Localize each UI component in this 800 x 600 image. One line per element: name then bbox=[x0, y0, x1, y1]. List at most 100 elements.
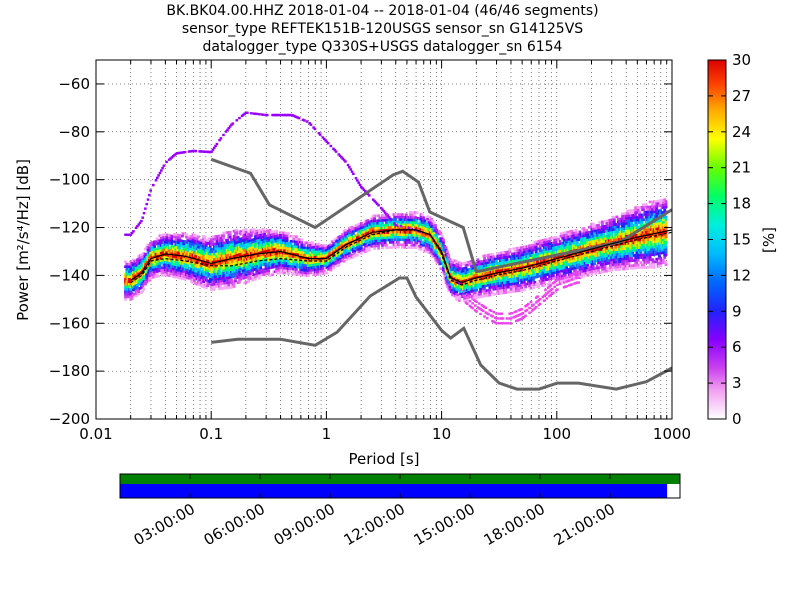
psd-bin bbox=[328, 249, 331, 253]
psd-bin bbox=[264, 262, 268, 266]
psd-bin bbox=[179, 239, 183, 243]
psd-bin-sparse bbox=[549, 289, 553, 292]
psd-bin-sparse bbox=[533, 307, 537, 310]
psd-bin bbox=[386, 246, 390, 249]
psd-bin bbox=[295, 268, 298, 271]
psd-bin bbox=[359, 252, 363, 255]
psd-bin bbox=[242, 231, 245, 235]
psd-bin bbox=[558, 247, 562, 251]
psd-bin bbox=[544, 238, 547, 242]
psd-bin-sparse bbox=[538, 302, 542, 306]
psd-bin bbox=[208, 275, 212, 279]
psd-bin-sparse bbox=[524, 314, 527, 318]
psd-bin-sparse bbox=[483, 315, 486, 318]
psd-bin bbox=[383, 236, 387, 240]
psd-bin-sparse bbox=[272, 113, 276, 117]
psd-bin bbox=[442, 268, 445, 272]
psd-bin bbox=[464, 291, 468, 295]
psd-bin bbox=[289, 267, 293, 271]
psd-bin bbox=[220, 239, 224, 243]
psd-bin bbox=[292, 272, 296, 276]
psd-bin bbox=[283, 269, 286, 272]
psd-bin bbox=[349, 231, 353, 235]
psd-bin bbox=[204, 243, 208, 247]
psd-bin bbox=[189, 270, 192, 273]
psd-bin-sparse bbox=[473, 299, 477, 302]
psd-bin bbox=[513, 249, 517, 253]
psd-bin-sparse bbox=[227, 126, 231, 130]
psd-bin bbox=[479, 290, 482, 294]
psd-bin-sparse bbox=[530, 309, 534, 312]
psd-bin bbox=[385, 221, 388, 224]
psd-bin bbox=[310, 241, 314, 244]
psd-bin bbox=[136, 286, 139, 289]
psd-bin bbox=[312, 248, 316, 252]
psd-bin-sparse bbox=[210, 150, 213, 153]
psd-bin bbox=[353, 252, 357, 255]
psd-bin bbox=[431, 227, 435, 231]
psd-bin bbox=[130, 261, 134, 265]
psd-bin bbox=[248, 237, 252, 240]
psd-bin bbox=[419, 245, 423, 249]
psd-bin bbox=[407, 221, 411, 224]
psd-bin bbox=[517, 251, 521, 255]
psd-bin-sparse bbox=[504, 322, 508, 325]
psd-bin-sparse bbox=[208, 150, 212, 154]
psd-bin-sparse bbox=[231, 122, 235, 125]
psd-bin bbox=[500, 291, 504, 295]
psd-bin-sparse bbox=[226, 128, 229, 132]
psd-bin bbox=[170, 242, 174, 245]
psd-bin bbox=[222, 276, 225, 280]
psd-bin bbox=[440, 237, 444, 240]
psd-bin bbox=[381, 216, 384, 220]
psd-bin bbox=[153, 245, 157, 249]
psd-bin bbox=[554, 248, 558, 252]
psd-bin bbox=[124, 298, 127, 301]
psd-bin-sparse bbox=[170, 156, 174, 159]
psd-bin bbox=[145, 280, 149, 284]
psd-bin bbox=[306, 269, 310, 272]
psd-bin-sparse bbox=[534, 296, 538, 299]
psd-bin bbox=[199, 239, 203, 242]
psd-bin-sparse bbox=[285, 113, 289, 117]
psd-bin bbox=[532, 286, 535, 289]
psd-bin bbox=[340, 251, 343, 255]
psd-bin bbox=[190, 273, 194, 276]
psd-bin-sparse bbox=[507, 322, 510, 325]
psd-bin bbox=[457, 296, 461, 300]
psd-bin bbox=[514, 279, 518, 283]
psd-bin bbox=[402, 243, 406, 247]
psd-bin bbox=[272, 232, 276, 236]
psd-bin bbox=[548, 240, 551, 243]
psd-bin bbox=[230, 238, 233, 241]
psd-bin bbox=[479, 293, 482, 296]
psd-bin bbox=[252, 228, 256, 231]
psd-bin-sparse bbox=[472, 298, 476, 301]
psd-bin bbox=[473, 261, 477, 265]
psd-bin bbox=[442, 243, 445, 247]
psd-bin bbox=[214, 275, 217, 278]
psd-bin bbox=[199, 276, 203, 280]
psd-bin-sparse bbox=[260, 113, 264, 116]
psd-bin bbox=[245, 243, 249, 246]
psd-bin-sparse bbox=[181, 151, 184, 154]
psd-bin-sparse bbox=[554, 279, 558, 283]
psd-bin bbox=[320, 264, 323, 268]
psd-bin bbox=[187, 274, 191, 278]
psd-bin bbox=[520, 251, 524, 254]
psd-bin bbox=[186, 263, 190, 267]
psd-bin bbox=[222, 236, 225, 240]
psd-bin-sparse bbox=[137, 223, 141, 226]
psd-bin bbox=[483, 257, 486, 260]
psd-bin-sparse bbox=[518, 318, 522, 321]
psd-bin bbox=[430, 248, 433, 251]
psd-bin bbox=[155, 267, 159, 271]
psd-bin bbox=[182, 242, 186, 246]
psd-bin bbox=[428, 221, 432, 224]
psd-bin bbox=[374, 244, 378, 248]
psd-bin-sparse bbox=[499, 317, 502, 320]
psd-bin-sparse bbox=[264, 113, 268, 117]
psd-bin bbox=[504, 288, 508, 292]
psd-bin bbox=[438, 230, 441, 233]
psd-bin bbox=[214, 247, 217, 251]
